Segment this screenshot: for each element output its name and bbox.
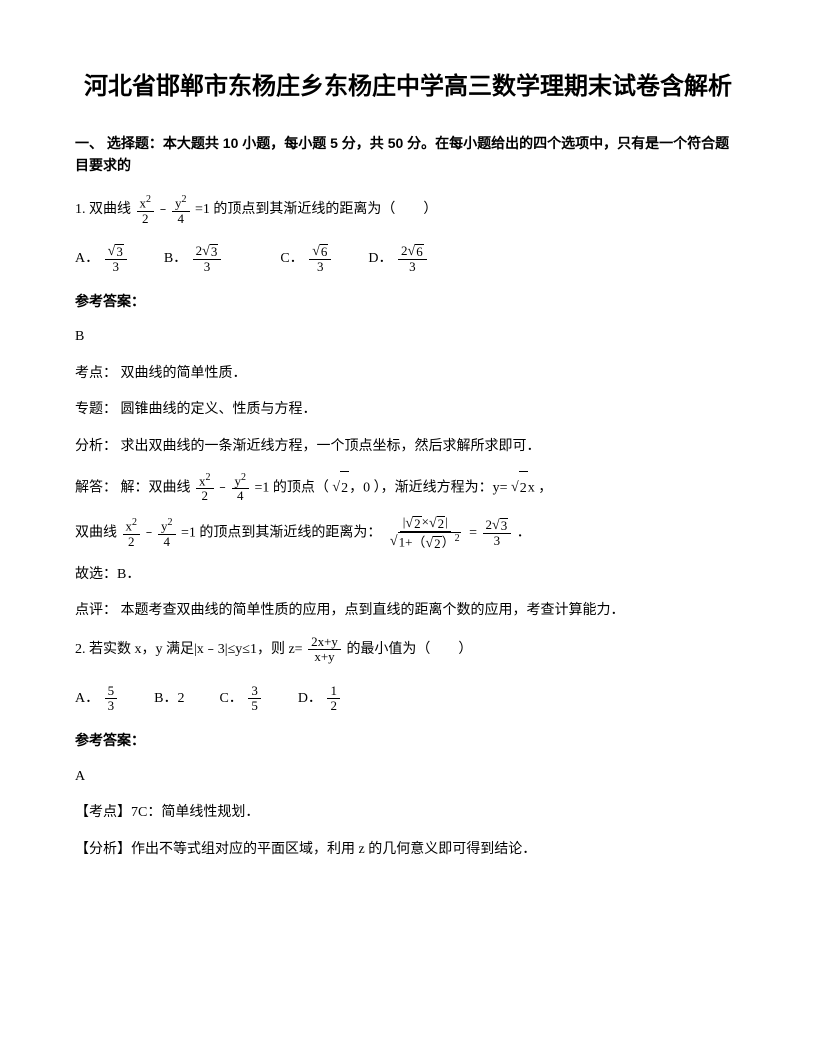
q1-kaodian-text: 双曲线的简单性质． (117, 366, 247, 381)
q1-option-a-value: √33 (105, 244, 127, 275)
q1-jieda-mid1: =1 的顶点（ (255, 480, 329, 495)
q1-text-prefix: 双曲线 (89, 203, 131, 218)
q2-option-c-label: C． (219, 691, 242, 706)
q1-answer: B (75, 326, 741, 348)
q1-zhuanti: 专题： 圆锥曲线的定义、性质与方程． (75, 397, 741, 424)
q1-fenxi: 分析： 求出双曲线的一条渐近线方程，一个顶点坐标，然后求解所求即可． (75, 434, 741, 461)
q2-fenxi: 【分析】作出不等式组对应的平面区域，利用 z 的几何意义即可得到结论． (75, 837, 741, 864)
q1-jieda-mid2: ），渐近线方程为：y= (374, 480, 508, 495)
q2-number: 2. (75, 642, 86, 657)
q1-zhuanti-text: 圆锥曲线的定义、性质与方程． (117, 402, 317, 417)
q2-kaodian: 【考点】7C：简单线性规划． (75, 800, 741, 827)
q1-dianpin-text: 本题考查双曲线的简单性质的应用，点到直线的距离个数的应用，考查计算能力． (117, 603, 625, 618)
q1-fenxi-label: 分析： (75, 439, 117, 454)
q1-text-suffix: =1 的顶点到其渐近线的距离为（ ） (195, 203, 437, 218)
q2-option-c-value: 35 (248, 684, 261, 714)
q1-zhuanti-label: 专题： (75, 402, 117, 417)
q1-fenxi-text: 求出双曲线的一条渐近线方程，一个顶点坐标，然后求解所求即可． (117, 439, 541, 454)
q1-option-a-label: A． (75, 251, 99, 266)
q1-jieda-eq2: x22 ﹣ y24 (121, 515, 178, 551)
q2-option-d-label: D． (298, 691, 322, 706)
q1-option-c-label: C． (280, 251, 303, 266)
question-1: 1. 双曲线 x22 ﹣ y24 =1 的顶点到其渐近线的距离为（ ） (75, 194, 741, 226)
q1-jieda-prefix: 解：双曲线 (117, 480, 191, 495)
q2-option-a-value: 53 (105, 684, 118, 714)
q1-jieda-line2-mid: =1 的顶点到其渐近线的距离为： (181, 526, 381, 541)
q1-jieda-mid3: ， (538, 480, 552, 495)
q1-jieda-label: 解答： (75, 480, 117, 495)
q2-options: A． 53 B．2 C． 35 D． 12 (75, 682, 741, 716)
q1-option-b-value: 2√33 (193, 244, 222, 275)
q1-jieda-eq1: x22 ﹣ y24 (194, 471, 251, 505)
q1-jieda-sqrt2x: √2 (511, 471, 528, 506)
q1-dianpin-label: 点评： (75, 603, 117, 618)
q1-jieda-line2-suffix: ． (517, 526, 531, 541)
q2-option-a-label: A． (75, 691, 99, 706)
q1-option-b-label: B． (164, 251, 187, 266)
q1-jieda-result2: 2√33 (483, 518, 512, 549)
q1-kaodian: 考点： 双曲线的简单性质． (75, 361, 741, 388)
q2-text-suffix: 的最小值为（ ） (346, 642, 472, 657)
q1-answer-label: 参考答案： (75, 290, 741, 312)
q2-answer-label: 参考答案： (75, 729, 741, 751)
q1-option-c-value: √63 (309, 244, 331, 275)
q1-jieda-line1: 解答： 解：双曲线 x22 ﹣ y24 =1 的顶点（ √2，0 ），渐近线方程… (75, 471, 741, 506)
q1-option-d-label: D． (368, 251, 392, 266)
q1-option-d-value: 2√63 (398, 244, 427, 275)
section-1-header: 一、 选择题：本大题共 10 小题，每小题 5 分，共 50 分。在每小题给出的… (75, 132, 741, 177)
q1-guxuan: 故选：B． (75, 562, 741, 589)
q1-jieda-line2-prefix: 双曲线 (75, 526, 117, 541)
question-2: 2. 若实数 x，y 满足|x﹣3|≤y≤1，则 z= 2x+yx+y 的最小值… (75, 635, 741, 666)
document-title: 河北省邯郸市东杨庄乡东杨庄中学高三数学理期末试卷含解析 (75, 70, 741, 104)
q1-equation: x22 ﹣ y24 (135, 194, 192, 226)
q2-option-d-value: 12 (327, 684, 340, 714)
q1-kaodian-label: 考点： (75, 366, 117, 381)
q2-equation: 2x+yx+y (308, 635, 341, 665)
q1-number: 1. (75, 203, 86, 218)
q1-jieda-result1: |√2×√2| √1+（√2）2 (387, 515, 464, 551)
q2-answer: A (75, 766, 741, 788)
q1-jieda-line2: 双曲线 x22 ﹣ y24 =1 的顶点到其渐近线的距离为： |√2×√2| √… (75, 515, 741, 552)
q2-text-prefix: 若实数 x，y 满足|x﹣3|≤y≤1，则 z= (89, 642, 303, 657)
q1-dianpin: 点评： 本题考查双曲线的简单性质的应用，点到直线的距离个数的应用，考查计算能力． (75, 598, 741, 625)
q1-jieda-sqrt2: √2 (332, 471, 349, 506)
q1-options: A． √33 B． 2√33 C． √63 D． 2√63 (75, 242, 741, 276)
q2-option-b: B．2 (154, 691, 184, 706)
